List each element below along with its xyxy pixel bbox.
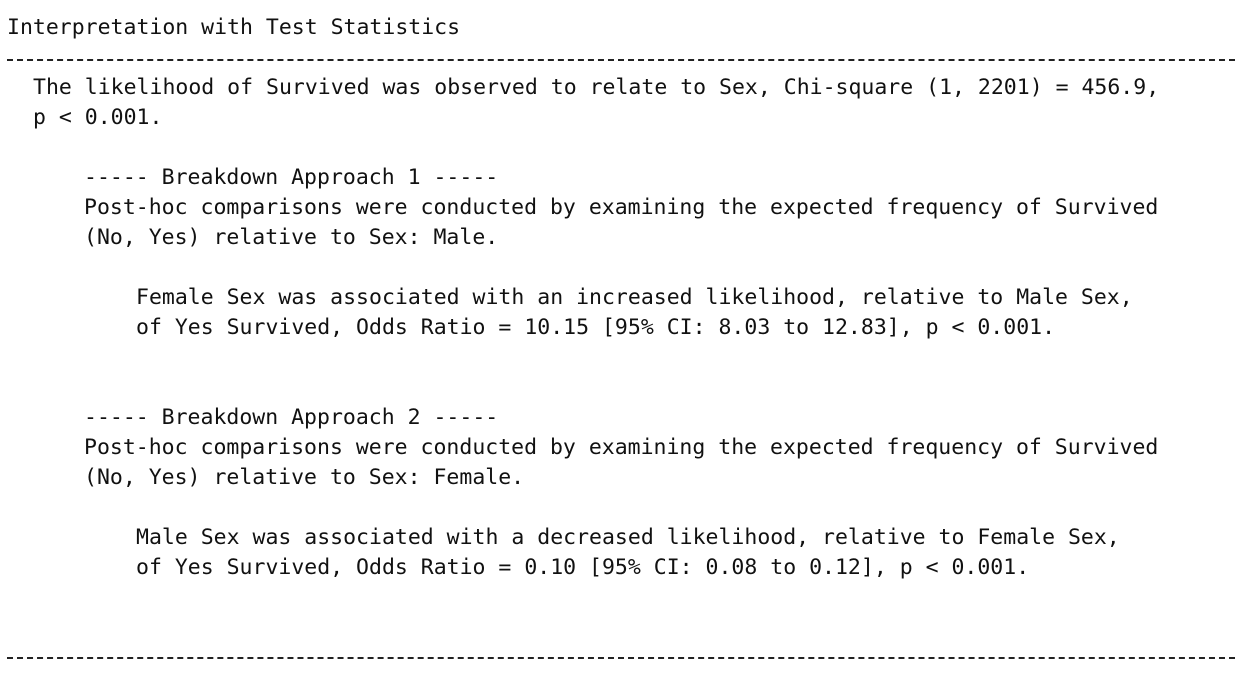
approach-2-result-line-1: Male Sex was associated with a decreased…	[136, 525, 1120, 550]
approach-2-description-line-2: (No, Yes) relative to Sex: Female.	[84, 465, 525, 490]
approach-1-description-line-1: Post-hoc comparisons were conducted by e…	[84, 195, 1159, 220]
top-divider	[7, 59, 1235, 61]
report-title: Interpretation with Test Statistics	[7, 15, 461, 40]
approach-1-heading: ----- Breakdown Approach 1 -----	[84, 165, 499, 190]
approach-1-result-line-1: Female Sex was associated with an increa…	[136, 285, 1133, 310]
summary-line-2: p < 0.001.	[33, 105, 163, 130]
bottom-divider	[7, 657, 1235, 659]
approach-2-result-line-2: of Yes Survived, Odds Ratio = 0.10 [95% …	[136, 555, 1030, 580]
summary-line-1: The likelihood of Survived was observed …	[33, 75, 1160, 100]
approach-1-result-line-2: of Yes Survived, Odds Ratio = 10.15 [95%…	[136, 315, 1056, 340]
approach-1-description-line-2: (No, Yes) relative to Sex: Male.	[84, 225, 499, 250]
approach-2-description-line-1: Post-hoc comparisons were conducted by e…	[84, 435, 1159, 460]
approach-2-heading: ----- Breakdown Approach 2 -----	[84, 405, 499, 430]
